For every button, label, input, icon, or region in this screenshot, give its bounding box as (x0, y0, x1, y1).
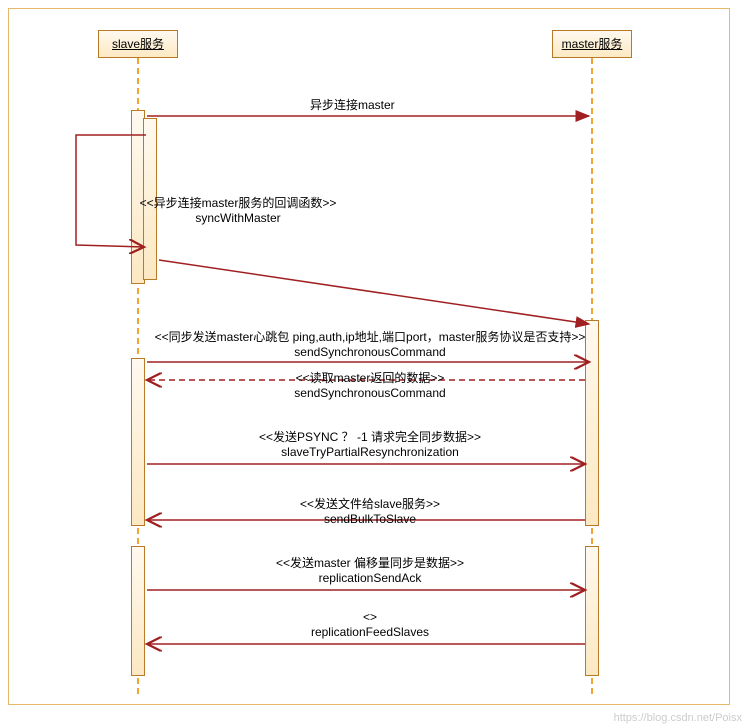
label-m5: <<读取master返回的数据>>sendSynchronousCommand (230, 371, 510, 401)
label-m6: <<发送PSYNC ？ -1 请求完全同步数据>>slaveTryPartial… (190, 430, 550, 460)
label-m4: <<同步发送master心跳包 ping,auth,ip地址,端口port，ma… (150, 330, 590, 360)
label-m8: <<发送master 偏移量同步是数据>>replicationSendAck (210, 556, 530, 586)
label-m1: 异步连接master (310, 98, 395, 113)
label-m2: <<异步连接master服务的回调函数>>syncWithMaster (128, 196, 348, 226)
label-m9: <>replicationFeedSlaves (180, 610, 560, 640)
label-m7: <<发送文件给slave服务>>sendBulkToSlave (240, 497, 500, 527)
watermark: https://blog.csdn.net/Poisx (614, 712, 742, 724)
diagram-frame: slave服务 master服务 异步连接master <<异步连接master… (0, 0, 752, 728)
